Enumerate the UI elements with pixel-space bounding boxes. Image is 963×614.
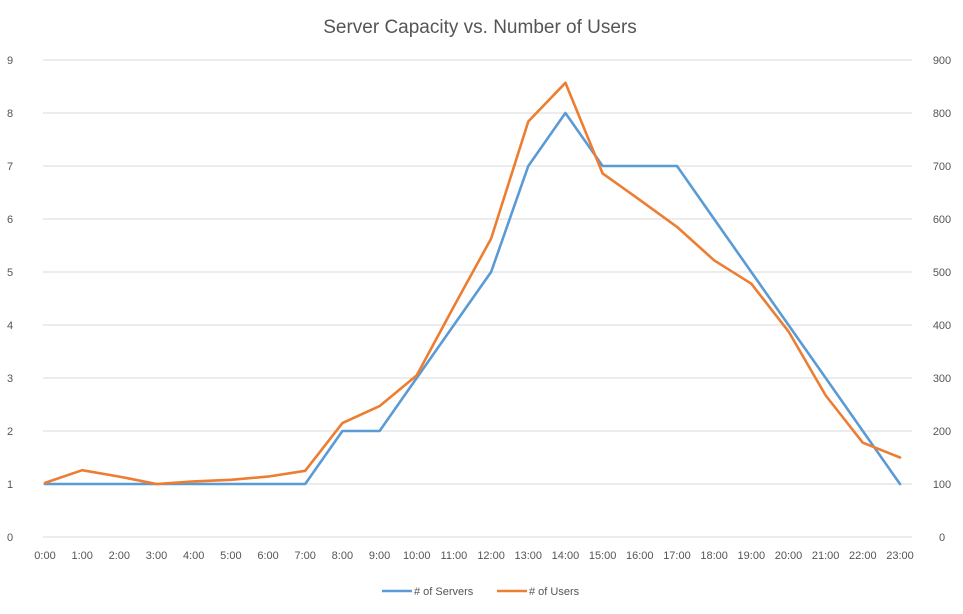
x-tick-label: 2:00 (109, 550, 130, 562)
x-tick-label: 21:00 (812, 550, 840, 562)
x-tick-label: 11:00 (441, 550, 468, 562)
x-tick-label: 13:00 (514, 550, 542, 562)
x-tick-label: 1:00 (71, 550, 92, 562)
right-tick-label: 700 (933, 161, 951, 173)
x-tick-label: 6:00 (257, 550, 278, 562)
right-tick-label: 300 (933, 373, 951, 385)
x-tick-label: 10:00 (403, 550, 431, 562)
x-tick-label: 23:00 (886, 550, 914, 562)
right-tick-label: 200 (933, 426, 951, 438)
chart-title: Server Capacity vs. Number of Users (323, 17, 637, 38)
right-tick-label: 0 (939, 532, 945, 544)
left-tick-label: 9 (7, 55, 13, 67)
gridlines (43, 59, 912, 538)
left-tick-label: 8 (7, 108, 13, 120)
x-tick-label: 9:00 (369, 550, 390, 562)
right-tick-label: 100 (933, 479, 951, 491)
legend-label: # of Users (529, 586, 580, 598)
series-line-users (43, 81, 902, 486)
x-tick-label: 14:00 (552, 550, 580, 562)
x-tick-label: 3:00 (146, 550, 167, 562)
x-tick-label: 15:00 (589, 550, 617, 562)
left-tick-label: 2 (7, 426, 13, 438)
x-tick-label: 19:00 (738, 550, 766, 562)
x-tick-label: 17:00 (663, 550, 691, 562)
right-tick-label: 800 (933, 108, 951, 120)
left-tick-label: 0 (7, 532, 13, 544)
x-axis: 0:00 1:00 2:00 3:00 4:00 5:00 6:00 7:00 8:00 9:00… (34, 550, 913, 562)
x-tick-label: 4:00 (183, 550, 204, 562)
series-lines (43, 81, 902, 486)
legend: # of Servers # of Users (382, 586, 580, 598)
right-y-axis: 0 100 200 300 400 500 600 700 800 900 (933, 55, 951, 544)
left-tick-label: 5 (7, 267, 13, 279)
right-tick-label: 400 (933, 320, 951, 332)
x-tick-label: 16:00 (626, 550, 654, 562)
left-tick-label: 1 (7, 479, 13, 491)
x-tick-label: 5:00 (220, 550, 241, 562)
x-tick-label: 18:00 (700, 550, 728, 562)
x-tick-label: 12:00 (477, 550, 505, 562)
x-tick-label: 0:00 (34, 550, 55, 562)
left-tick-label: 3 (7, 373, 13, 385)
left-tick-label: 7 (7, 161, 13, 173)
right-tick-label: 900 (933, 55, 951, 67)
x-tick-label: 7:00 (295, 550, 316, 562)
left-tick-label: 6 (7, 214, 13, 226)
x-tick-label: 8:00 (332, 550, 353, 562)
left-tick-label: 4 (7, 320, 13, 332)
right-tick-label: 600 (933, 214, 951, 226)
legend-label: # of Servers (414, 586, 474, 598)
right-tick-label: 500 (933, 267, 951, 279)
x-tick-label: 22:00 (849, 550, 877, 562)
series-line-servers (43, 111, 902, 486)
x-tick-label: 20:00 (775, 550, 803, 562)
left-y-axis: 0 1 2 3 4 5 6 7 8 9 (7, 55, 13, 544)
